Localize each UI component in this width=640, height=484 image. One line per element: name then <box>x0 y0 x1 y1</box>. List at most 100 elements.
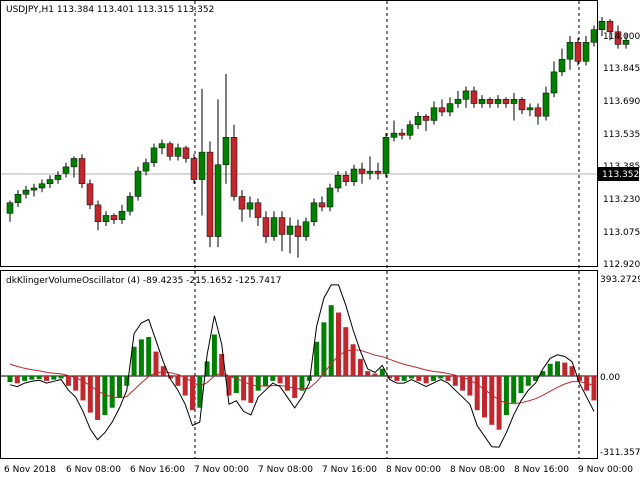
histogram-bar-up <box>58 375 64 379</box>
bear-candle <box>278 217 286 235</box>
histogram-bar-down <box>350 344 356 376</box>
histogram-bar-down <box>226 375 232 396</box>
bear-candle <box>486 99 494 104</box>
histogram-bar-down <box>460 375 466 391</box>
histogram-bar-down <box>496 375 502 430</box>
bull-candle <box>366 170 374 174</box>
histogram-bar-down <box>591 375 597 401</box>
histogram-bar-up <box>401 375 407 381</box>
histogram-bar-up <box>131 346 137 376</box>
histogram-bar-down <box>248 375 254 403</box>
histogram-bar-up <box>306 375 312 381</box>
bear-candle <box>342 175 350 182</box>
bear-candle <box>534 107 542 117</box>
bear-candle <box>358 168 366 174</box>
bear-candle <box>438 107 446 113</box>
bear-candle <box>182 147 190 159</box>
histogram-bar-up <box>525 375 531 386</box>
bull-candle <box>222 137 230 166</box>
histogram-bar-down <box>489 375 495 425</box>
histogram-bar-up <box>270 375 276 381</box>
bull-candle <box>150 147 158 163</box>
bear-candle <box>318 202 326 208</box>
time-tick: 8 Nov 00:00 <box>386 465 441 475</box>
current-price-badge <box>598 167 639 181</box>
histogram-bar-down <box>73 375 79 391</box>
histogram-bar-down <box>190 375 195 411</box>
histogram-bar-down <box>44 375 49 381</box>
bull-candle <box>326 187 334 208</box>
histogram-bar-up <box>379 368 385 376</box>
histogram-bar-down <box>153 351 159 376</box>
histogram-bar-down <box>474 375 480 411</box>
price-tick: 113.845 <box>603 64 640 74</box>
histogram-bar-up <box>117 375 122 398</box>
bull-candle <box>246 202 254 210</box>
histogram-bar-up <box>438 375 444 379</box>
bull-candle <box>158 143 166 149</box>
price-axis[interactable]: 114.000 113.845 113.690 113.535 113.385 … <box>598 32 640 270</box>
bull-candle <box>134 170 142 197</box>
bull-candle <box>382 137 390 174</box>
histogram-bar-up <box>263 375 268 386</box>
histogram-bar-up <box>299 375 305 391</box>
oscillator-axis[interactable]: 393.2729 0.00 -311.3571 <box>600 275 640 458</box>
histogram-bar-up <box>22 375 28 381</box>
bear-candle <box>574 42 582 62</box>
indicator-pane[interactable] <box>0 270 598 459</box>
histogram-bar-up <box>109 375 115 408</box>
histogram-bar-down <box>87 375 93 413</box>
bull-candle <box>622 39 630 45</box>
histogram-bar-down <box>160 366 166 376</box>
bull-candle <box>62 166 70 174</box>
bear-candle <box>86 183 94 206</box>
main-price-pane[interactable] <box>0 0 598 267</box>
histogram-bar-up <box>29 375 35 380</box>
bull-candle <box>494 99 502 104</box>
current-price-label: 113.352 <box>602 170 639 180</box>
bull-candle <box>14 194 22 204</box>
bull-candle <box>526 107 534 111</box>
histogram-bar-up <box>503 375 509 416</box>
bear-candle <box>398 132 406 136</box>
histogram-bar-up <box>36 375 42 379</box>
indicator-header: dkKlingerVolumeOscillator (4) -89.4235 -… <box>6 276 281 286</box>
histogram-bar-up <box>518 375 524 394</box>
bull-candle <box>566 42 574 60</box>
bear-candle <box>614 31 622 45</box>
histogram-bar-down <box>452 375 458 386</box>
histogram-bar-up <box>102 375 108 416</box>
histogram-bar-down <box>336 312 341 376</box>
histogram-bar-up <box>124 375 130 386</box>
histogram-bar-up <box>51 375 57 380</box>
price-tick: 112.920 <box>603 260 640 270</box>
histogram-bar-down <box>219 354 225 376</box>
bull-candle <box>550 71 558 94</box>
bull-candle <box>478 99 486 104</box>
bull-candle <box>390 132 398 138</box>
bull-candle <box>334 175 342 189</box>
histogram-bar-down <box>80 375 86 401</box>
oscillator-lines <box>9 284 595 448</box>
oscillator-top-tick: 393.2729 <box>600 275 640 285</box>
price-tick: 113.690 <box>603 97 640 107</box>
histogram-bar-down <box>65 375 71 386</box>
time-axis[interactable]: 6 Nov 2018 6 Nov 08:00 6 Nov 16:00 7 Nov… <box>4 465 633 475</box>
bear-candle <box>190 158 198 180</box>
time-tick: 8 Nov 08:00 <box>450 465 505 475</box>
histogram-bar-down <box>569 366 575 376</box>
time-tick: 9 Nov 00:00 <box>578 465 633 475</box>
bull-candle <box>270 217 278 237</box>
histogram-bar-up <box>233 375 239 394</box>
histogram-bar-up <box>328 305 334 376</box>
bull-candle <box>70 158 78 168</box>
candlestick-series <box>6 17 630 258</box>
bull-candle <box>430 107 438 121</box>
bull-candle <box>30 187 38 191</box>
histogram-bar-up <box>255 375 261 391</box>
bull-candle <box>598 20 606 30</box>
bull-candle <box>590 29 598 43</box>
bear-candle <box>94 204 102 223</box>
